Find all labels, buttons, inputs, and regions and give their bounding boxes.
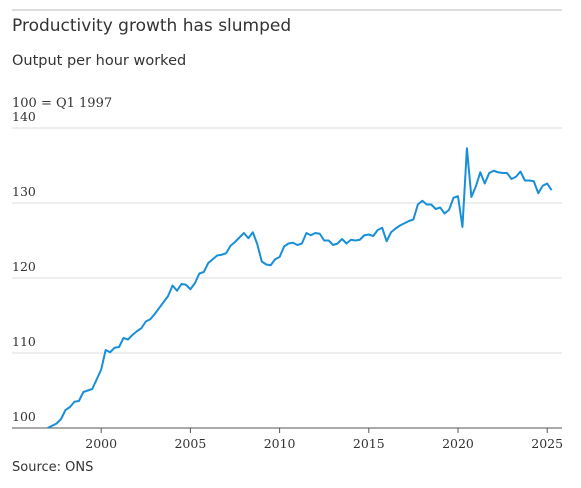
- source: Source: ONS: [12, 460, 93, 475]
- y-tick-label: 110: [12, 334, 36, 349]
- chart-title: Productivity growth has slumped: [12, 16, 291, 36]
- x-tick-label: 2020: [442, 436, 474, 451]
- x-tick-label: 2025: [531, 436, 563, 451]
- y-tick-label: 120: [12, 259, 36, 274]
- y-tick-label: 100: [12, 409, 36, 424]
- x-tick-label: 2000: [85, 436, 117, 451]
- x-tick-label: 2005: [174, 436, 206, 451]
- data-line: [47, 147, 553, 429]
- x-tick-label: 2010: [264, 436, 296, 451]
- y-tick-label: 130: [12, 184, 36, 199]
- x-tick-label: 2015: [353, 436, 385, 451]
- chart-subtitle: Output per hour worked: [12, 53, 186, 69]
- y-axis-label: 100 = Q1 1997: [12, 96, 112, 111]
- y-tick-label: 140: [12, 109, 36, 124]
